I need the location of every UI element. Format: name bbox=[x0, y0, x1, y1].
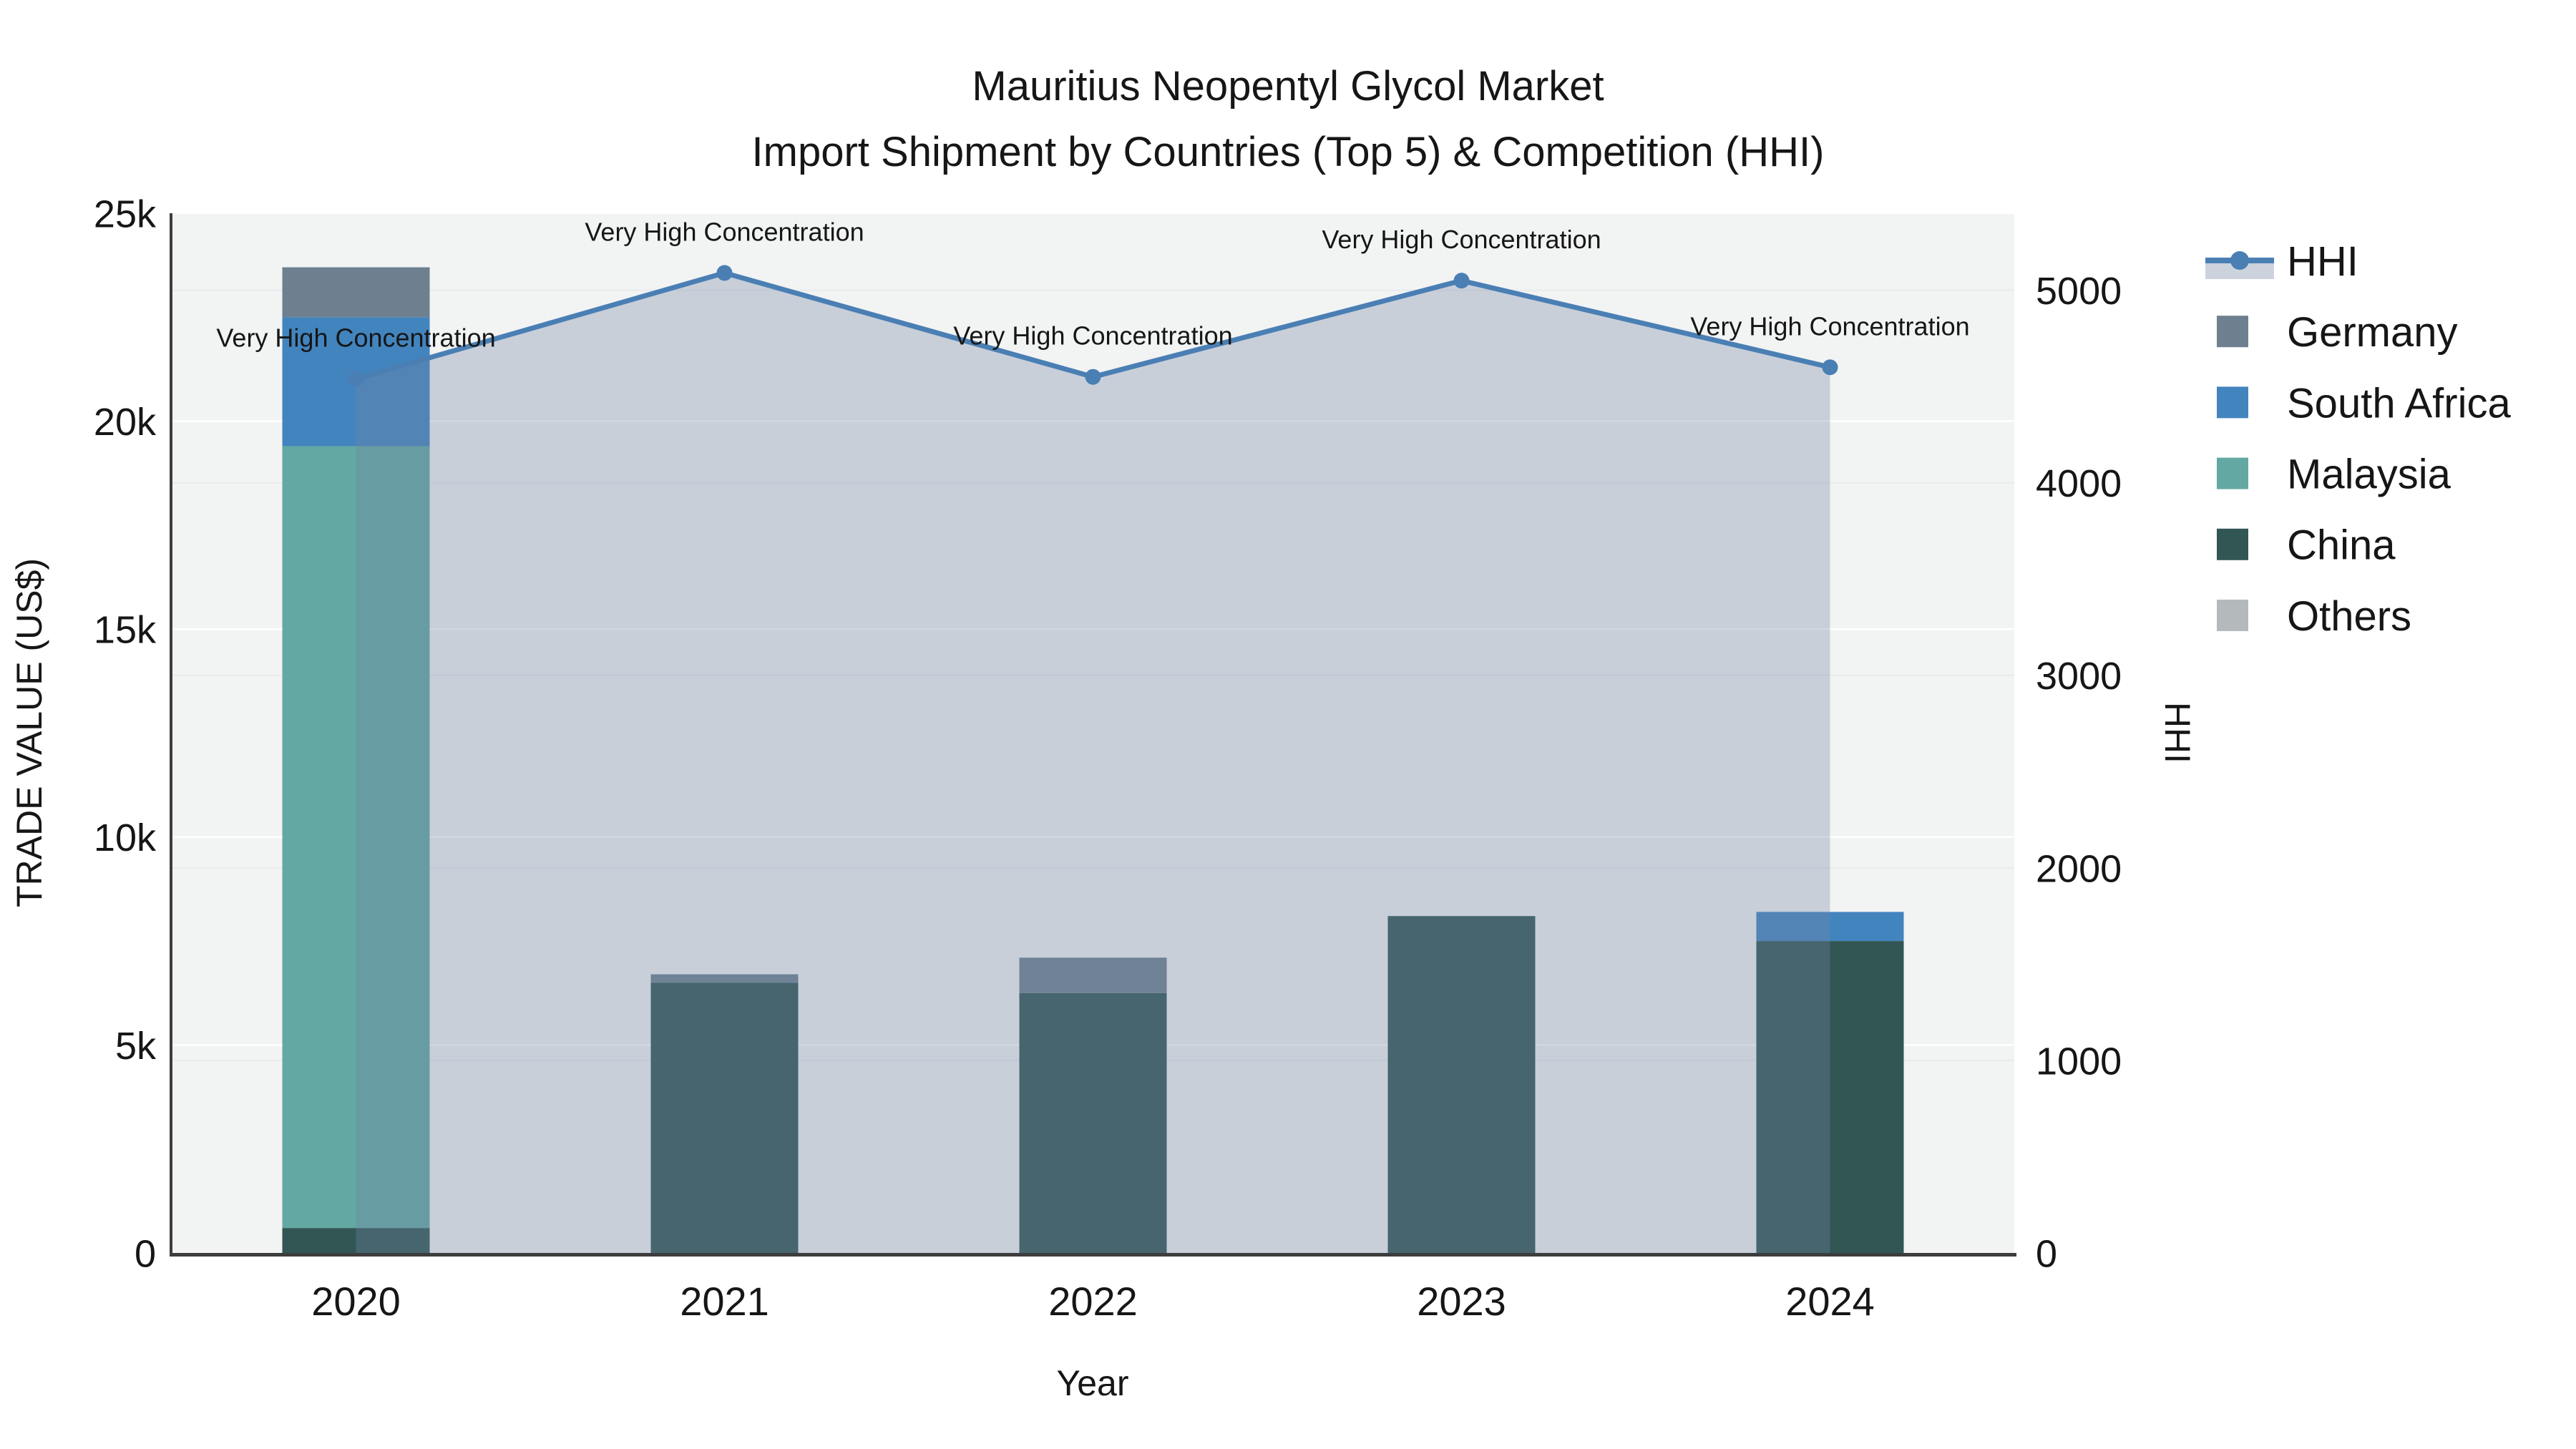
annotation-2024: Very High Concentration bbox=[1690, 311, 1969, 341]
y-right-tick-1000: 1000 bbox=[2036, 1040, 2122, 1083]
y-right-tick-2000: 2000 bbox=[2036, 847, 2122, 890]
legend-item-south-africa[interactable]: South Africa bbox=[2217, 380, 2511, 426]
legend-swatch-others bbox=[2217, 600, 2248, 631]
legend-label-south-africa: South Africa bbox=[2287, 380, 2511, 426]
chart-title-line1: Mauritius Neopentyl Glycol Market bbox=[972, 63, 1604, 109]
hhi-marker-2021 bbox=[716, 265, 733, 281]
hhi-area-fill bbox=[356, 273, 1830, 1253]
bar-segment-germany-2022 bbox=[1019, 957, 1167, 993]
x-tick-2024: 2024 bbox=[1785, 1279, 1875, 1324]
y-right-tick-0: 0 bbox=[2036, 1232, 2057, 1275]
y-left-tick-15k: 15k bbox=[94, 609, 157, 652]
y-left-tick-5k: 5k bbox=[115, 1025, 157, 1068]
bar-segment-china-2021 bbox=[650, 982, 799, 1253]
legend-label-malaysia: Malaysia bbox=[2287, 451, 2451, 497]
x-tick-2020: 2020 bbox=[311, 1279, 401, 1324]
x-tick-2022: 2022 bbox=[1048, 1279, 1138, 1324]
legend: HHI Germany South Africa Malaysia China Other… bbox=[2205, 238, 2511, 640]
y-left-tick-25k: 25k bbox=[94, 192, 157, 235]
bar-segment-malaysia-2020 bbox=[282, 446, 430, 1229]
legend-swatch-south-africa bbox=[2217, 386, 2248, 419]
legend-swatch-germany bbox=[2217, 316, 2248, 348]
legend-swatch-malaysia bbox=[2217, 457, 2248, 489]
legend-hhi-marker bbox=[2230, 251, 2249, 270]
legend-label-others: Others bbox=[2287, 593, 2411, 640]
x-axis-title: Year bbox=[1056, 1363, 1128, 1403]
x-tick-2021: 2021 bbox=[680, 1279, 769, 1324]
y-right-tick-3000: 3000 bbox=[2036, 655, 2122, 698]
hhi-marker-2020 bbox=[348, 371, 364, 387]
plot-area: Very High Concentration Very High Concent… bbox=[94, 192, 2122, 1324]
annotation-2020: Very High Concentration bbox=[216, 323, 495, 352]
y-left-tick-10k: 10k bbox=[94, 816, 157, 859]
bar-segment-south-africa-2024 bbox=[1756, 912, 1904, 942]
legend-label-hhi: HHI bbox=[2287, 238, 2358, 285]
y-right-axis-title: HHI bbox=[2157, 702, 2197, 763]
legend-item-hhi[interactable]: HHI bbox=[2205, 238, 2358, 285]
legend-label-germany: Germany bbox=[2287, 309, 2458, 356]
legend-item-germany[interactable]: Germany bbox=[2217, 309, 2458, 356]
x-tick-2023: 2023 bbox=[1417, 1279, 1506, 1324]
hhi-marker-2024 bbox=[1822, 359, 1838, 376]
legend-item-malaysia[interactable]: Malaysia bbox=[2217, 451, 2451, 497]
y-right-tick-4000: 4000 bbox=[2036, 462, 2122, 505]
x-axis-line bbox=[170, 1253, 2016, 1257]
bar-segment-china-2023 bbox=[1387, 916, 1536, 1253]
chart-title-line2: Import Shipment by Countries (Top 5) & C… bbox=[752, 129, 1825, 175]
legend-item-others[interactable]: Others bbox=[2217, 593, 2411, 640]
bar-segment-china-2020 bbox=[282, 1228, 430, 1253]
legend-item-china[interactable]: China bbox=[2217, 522, 2396, 569]
annotation-2023: Very High Concentration bbox=[1322, 225, 1601, 254]
bar-segment-china-2024 bbox=[1756, 941, 1904, 1253]
bar-segment-china-2022 bbox=[1019, 992, 1167, 1253]
y-axis-line bbox=[170, 213, 172, 1255]
annotation-2021: Very High Concentration bbox=[585, 217, 864, 246]
bar-segment-germany-2020 bbox=[282, 267, 430, 318]
annotation-2022: Very High Concentration bbox=[953, 321, 1232, 351]
y-left-axis-title: TRADE VALUE (US$) bbox=[9, 558, 49, 907]
y-left-tick-0: 0 bbox=[135, 1232, 156, 1275]
legend-label-china: China bbox=[2287, 522, 2396, 569]
hhi-marker-2022 bbox=[1085, 369, 1101, 385]
hhi-marker-2023 bbox=[1453, 273, 1470, 289]
bar-segment-germany-2021 bbox=[650, 974, 799, 983]
legend-swatch-china bbox=[2217, 528, 2248, 560]
y-left-tick-20k: 20k bbox=[94, 401, 157, 444]
y-right-tick-5000: 5000 bbox=[2036, 270, 2122, 313]
